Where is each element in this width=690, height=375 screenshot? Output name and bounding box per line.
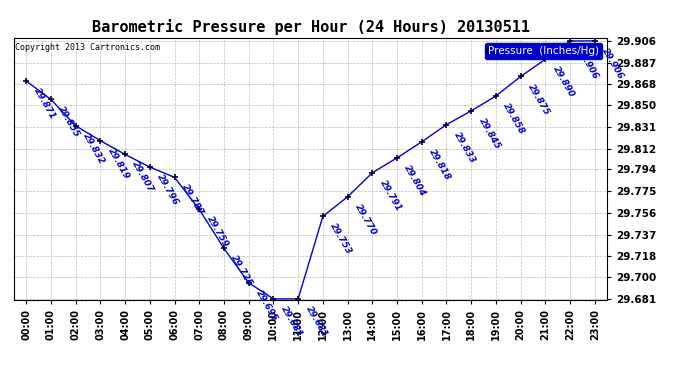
Text: Copyright 2013 Cartronics.com: Copyright 2013 Cartronics.com — [15, 43, 160, 52]
Text: 29.796: 29.796 — [155, 172, 181, 207]
Text: 29.858: 29.858 — [502, 102, 526, 136]
Pressure  (Inches/Hg) — [220, 246, 228, 250]
Text: 29.807: 29.807 — [130, 160, 156, 195]
Pressure  (Inches/Hg) — [541, 57, 549, 62]
Pressure  (Inches/Hg) — [442, 122, 451, 127]
Pressure  (Inches/Hg) — [517, 74, 525, 79]
Text: 29.890: 29.890 — [551, 65, 576, 99]
Text: 29.791: 29.791 — [378, 178, 403, 213]
Text: 29.753: 29.753 — [328, 222, 353, 256]
Pressure  (Inches/Hg) — [96, 138, 104, 143]
Pressure  (Inches/Hg) — [170, 175, 179, 180]
Text: 29.819: 29.819 — [106, 146, 131, 181]
Pressure  (Inches/Hg) — [146, 165, 154, 169]
Text: 29.875: 29.875 — [526, 82, 551, 117]
Pressure  (Inches/Hg) — [417, 140, 426, 144]
Pressure  (Inches/Hg) — [269, 297, 277, 301]
Pressure  (Inches/Hg) — [368, 171, 377, 175]
Line: Pressure  (Inches/Hg): Pressure (Inches/Hg) — [23, 38, 598, 302]
Text: 29.681: 29.681 — [279, 304, 304, 339]
Pressure  (Inches/Hg) — [467, 109, 475, 113]
Text: 29.725: 29.725 — [230, 254, 255, 288]
Text: 29.759: 29.759 — [205, 215, 230, 249]
Text: 29.818: 29.818 — [427, 147, 453, 182]
Legend: Pressure  (Inches/Hg): Pressure (Inches/Hg) — [485, 43, 602, 59]
Text: 29.804: 29.804 — [402, 164, 428, 198]
Title: Barometric Pressure per Hour (24 Hours) 20130511: Barometric Pressure per Hour (24 Hours) … — [92, 19, 529, 35]
Pressure  (Inches/Hg) — [72, 123, 80, 128]
Text: 29.906: 29.906 — [600, 46, 626, 81]
Pressure  (Inches/Hg) — [393, 156, 401, 160]
Text: 29.871: 29.871 — [32, 87, 57, 121]
Text: 29.855: 29.855 — [57, 105, 81, 140]
Pressure  (Inches/Hg) — [195, 207, 204, 212]
Text: 29.832: 29.832 — [81, 131, 106, 166]
Pressure  (Inches/Hg) — [492, 94, 500, 98]
Text: 29.906: 29.906 — [575, 46, 601, 81]
Text: 29.845: 29.845 — [477, 116, 502, 151]
Text: 29.681: 29.681 — [304, 304, 329, 339]
Text: 29.770: 29.770 — [353, 202, 378, 237]
Pressure  (Inches/Hg) — [47, 97, 55, 102]
Pressure  (Inches/Hg) — [566, 39, 574, 43]
Pressure  (Inches/Hg) — [344, 195, 352, 199]
Text: 29.695: 29.695 — [254, 288, 279, 323]
Pressure  (Inches/Hg) — [319, 214, 327, 219]
Pressure  (Inches/Hg) — [591, 39, 599, 43]
Pressure  (Inches/Hg) — [22, 79, 30, 83]
Text: 29.833: 29.833 — [452, 130, 477, 165]
Pressure  (Inches/Hg) — [244, 280, 253, 285]
Pressure  (Inches/Hg) — [294, 297, 302, 301]
Pressure  (Inches/Hg) — [121, 152, 129, 157]
Text: 29.787: 29.787 — [180, 183, 205, 218]
